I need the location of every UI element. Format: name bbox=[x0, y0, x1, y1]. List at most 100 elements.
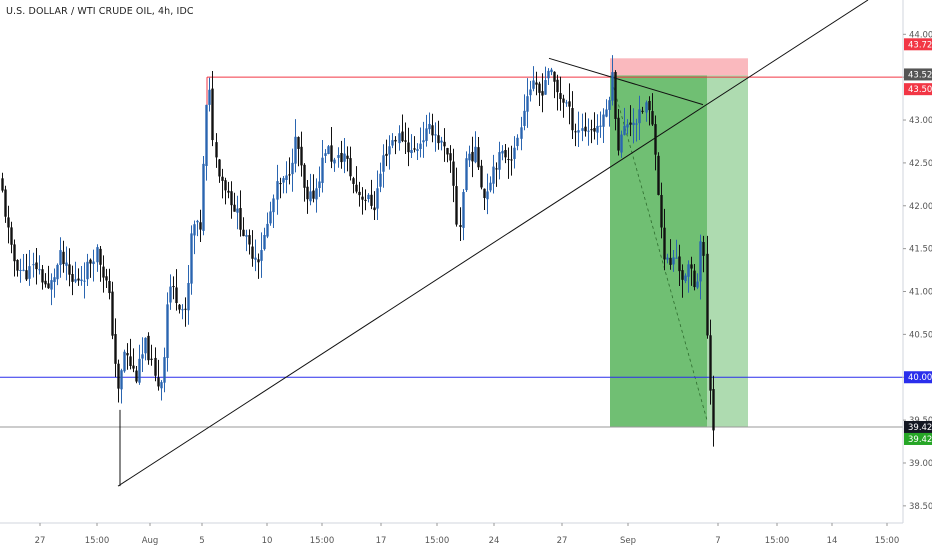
candle-body bbox=[605, 109, 608, 117]
candle-body bbox=[364, 199, 367, 201]
candle-body bbox=[596, 125, 599, 133]
candle-body bbox=[132, 365, 135, 369]
candle-body bbox=[251, 246, 254, 259]
candle-body bbox=[379, 173, 382, 187]
candle-body bbox=[50, 280, 53, 290]
candle-body bbox=[199, 222, 202, 230]
stop-loss-zone bbox=[610, 58, 748, 76]
candle-body bbox=[404, 140, 407, 142]
candle-body bbox=[285, 175, 288, 180]
candle-body bbox=[215, 142, 218, 158]
x-tick-label: 15:00 bbox=[310, 536, 335, 546]
candle-body bbox=[452, 161, 455, 186]
x-tick-label: 14 bbox=[827, 536, 838, 546]
candle-body bbox=[538, 83, 541, 93]
candle-body bbox=[431, 125, 434, 136]
candle-body bbox=[507, 159, 510, 161]
candle-body bbox=[7, 217, 10, 228]
candle-body bbox=[74, 279, 77, 282]
candle-body bbox=[462, 191, 465, 228]
candle-body bbox=[611, 72, 614, 101]
candle-body bbox=[593, 128, 596, 132]
candle-body bbox=[105, 276, 108, 281]
candle-body bbox=[687, 264, 690, 277]
candle-body bbox=[690, 264, 693, 269]
candle-body bbox=[202, 163, 205, 231]
candle-body bbox=[565, 102, 568, 104]
candle-body bbox=[184, 308, 187, 310]
candle-body bbox=[120, 370, 123, 390]
candle-body bbox=[279, 183, 282, 185]
candle-body bbox=[68, 264, 71, 275]
x-tick-label: 15:00 bbox=[875, 536, 900, 546]
price-badge-label: 39.42 bbox=[908, 435, 932, 445]
candle-body bbox=[471, 151, 474, 162]
candle-body bbox=[340, 152, 343, 163]
candle-body bbox=[123, 351, 126, 372]
candle-body bbox=[587, 130, 590, 132]
candle-body bbox=[553, 71, 556, 82]
y-tick-label: 38.50 bbox=[909, 502, 932, 512]
candle-body bbox=[193, 224, 196, 236]
candle-body bbox=[486, 191, 489, 200]
candle-body bbox=[651, 111, 654, 125]
candle-body bbox=[111, 291, 114, 336]
candle-body bbox=[535, 82, 538, 85]
candle-body bbox=[272, 198, 275, 213]
y-tick-label: 42.00 bbox=[909, 202, 932, 212]
candle-body bbox=[16, 260, 19, 271]
candle-body bbox=[41, 269, 44, 283]
candle-body bbox=[196, 220, 199, 223]
candle-body bbox=[672, 257, 675, 265]
x-tick-label: 15:00 bbox=[425, 536, 450, 546]
candle-body bbox=[532, 80, 535, 89]
candle-body bbox=[584, 126, 587, 132]
candle-body bbox=[443, 141, 446, 147]
candle-body bbox=[80, 279, 83, 281]
candle-body bbox=[455, 186, 458, 225]
candle-body bbox=[135, 370, 138, 382]
candle-body bbox=[410, 150, 413, 154]
candle-body bbox=[303, 164, 306, 188]
candle-body bbox=[370, 194, 373, 206]
candle-body bbox=[291, 162, 294, 175]
candle-body bbox=[376, 188, 379, 209]
candle-body bbox=[428, 123, 431, 130]
y-tick-label: 41.00 bbox=[909, 288, 932, 298]
candle-body bbox=[138, 358, 141, 383]
candle-body bbox=[510, 159, 513, 161]
y-tick-label: 43.00 bbox=[909, 116, 932, 126]
price-badge-label: 43.50 bbox=[908, 85, 932, 95]
candle-body bbox=[599, 125, 602, 127]
y-tick-label: 42.50 bbox=[909, 159, 932, 169]
candle-body bbox=[166, 304, 169, 358]
candle-body bbox=[459, 225, 462, 227]
candle-body bbox=[422, 140, 425, 143]
candle-body bbox=[99, 248, 102, 265]
candle-body bbox=[19, 269, 22, 271]
price-badge-bg bbox=[904, 432, 932, 445]
candle-body bbox=[22, 269, 25, 271]
position-zones bbox=[610, 58, 748, 427]
candle-body bbox=[352, 178, 355, 184]
x-tick-label: 5 bbox=[199, 536, 204, 546]
candle-body bbox=[28, 266, 31, 279]
candle-body bbox=[574, 131, 577, 133]
candle-body bbox=[230, 191, 233, 206]
candle-body bbox=[294, 136, 297, 164]
candle-body bbox=[547, 70, 550, 79]
candle-body bbox=[498, 152, 501, 170]
candle-body bbox=[477, 147, 480, 168]
candle-body bbox=[645, 102, 648, 113]
candle-body bbox=[617, 117, 620, 151]
x-tick-label: 27 bbox=[557, 536, 568, 546]
candle-body bbox=[416, 149, 419, 151]
candle-body bbox=[92, 261, 95, 265]
price-badge-bg bbox=[904, 371, 932, 384]
candle-body bbox=[126, 353, 129, 356]
candle-body bbox=[483, 188, 486, 198]
candle-body bbox=[327, 146, 330, 155]
candle-body bbox=[465, 158, 468, 191]
y-tick-label: 39.00 bbox=[909, 459, 932, 469]
